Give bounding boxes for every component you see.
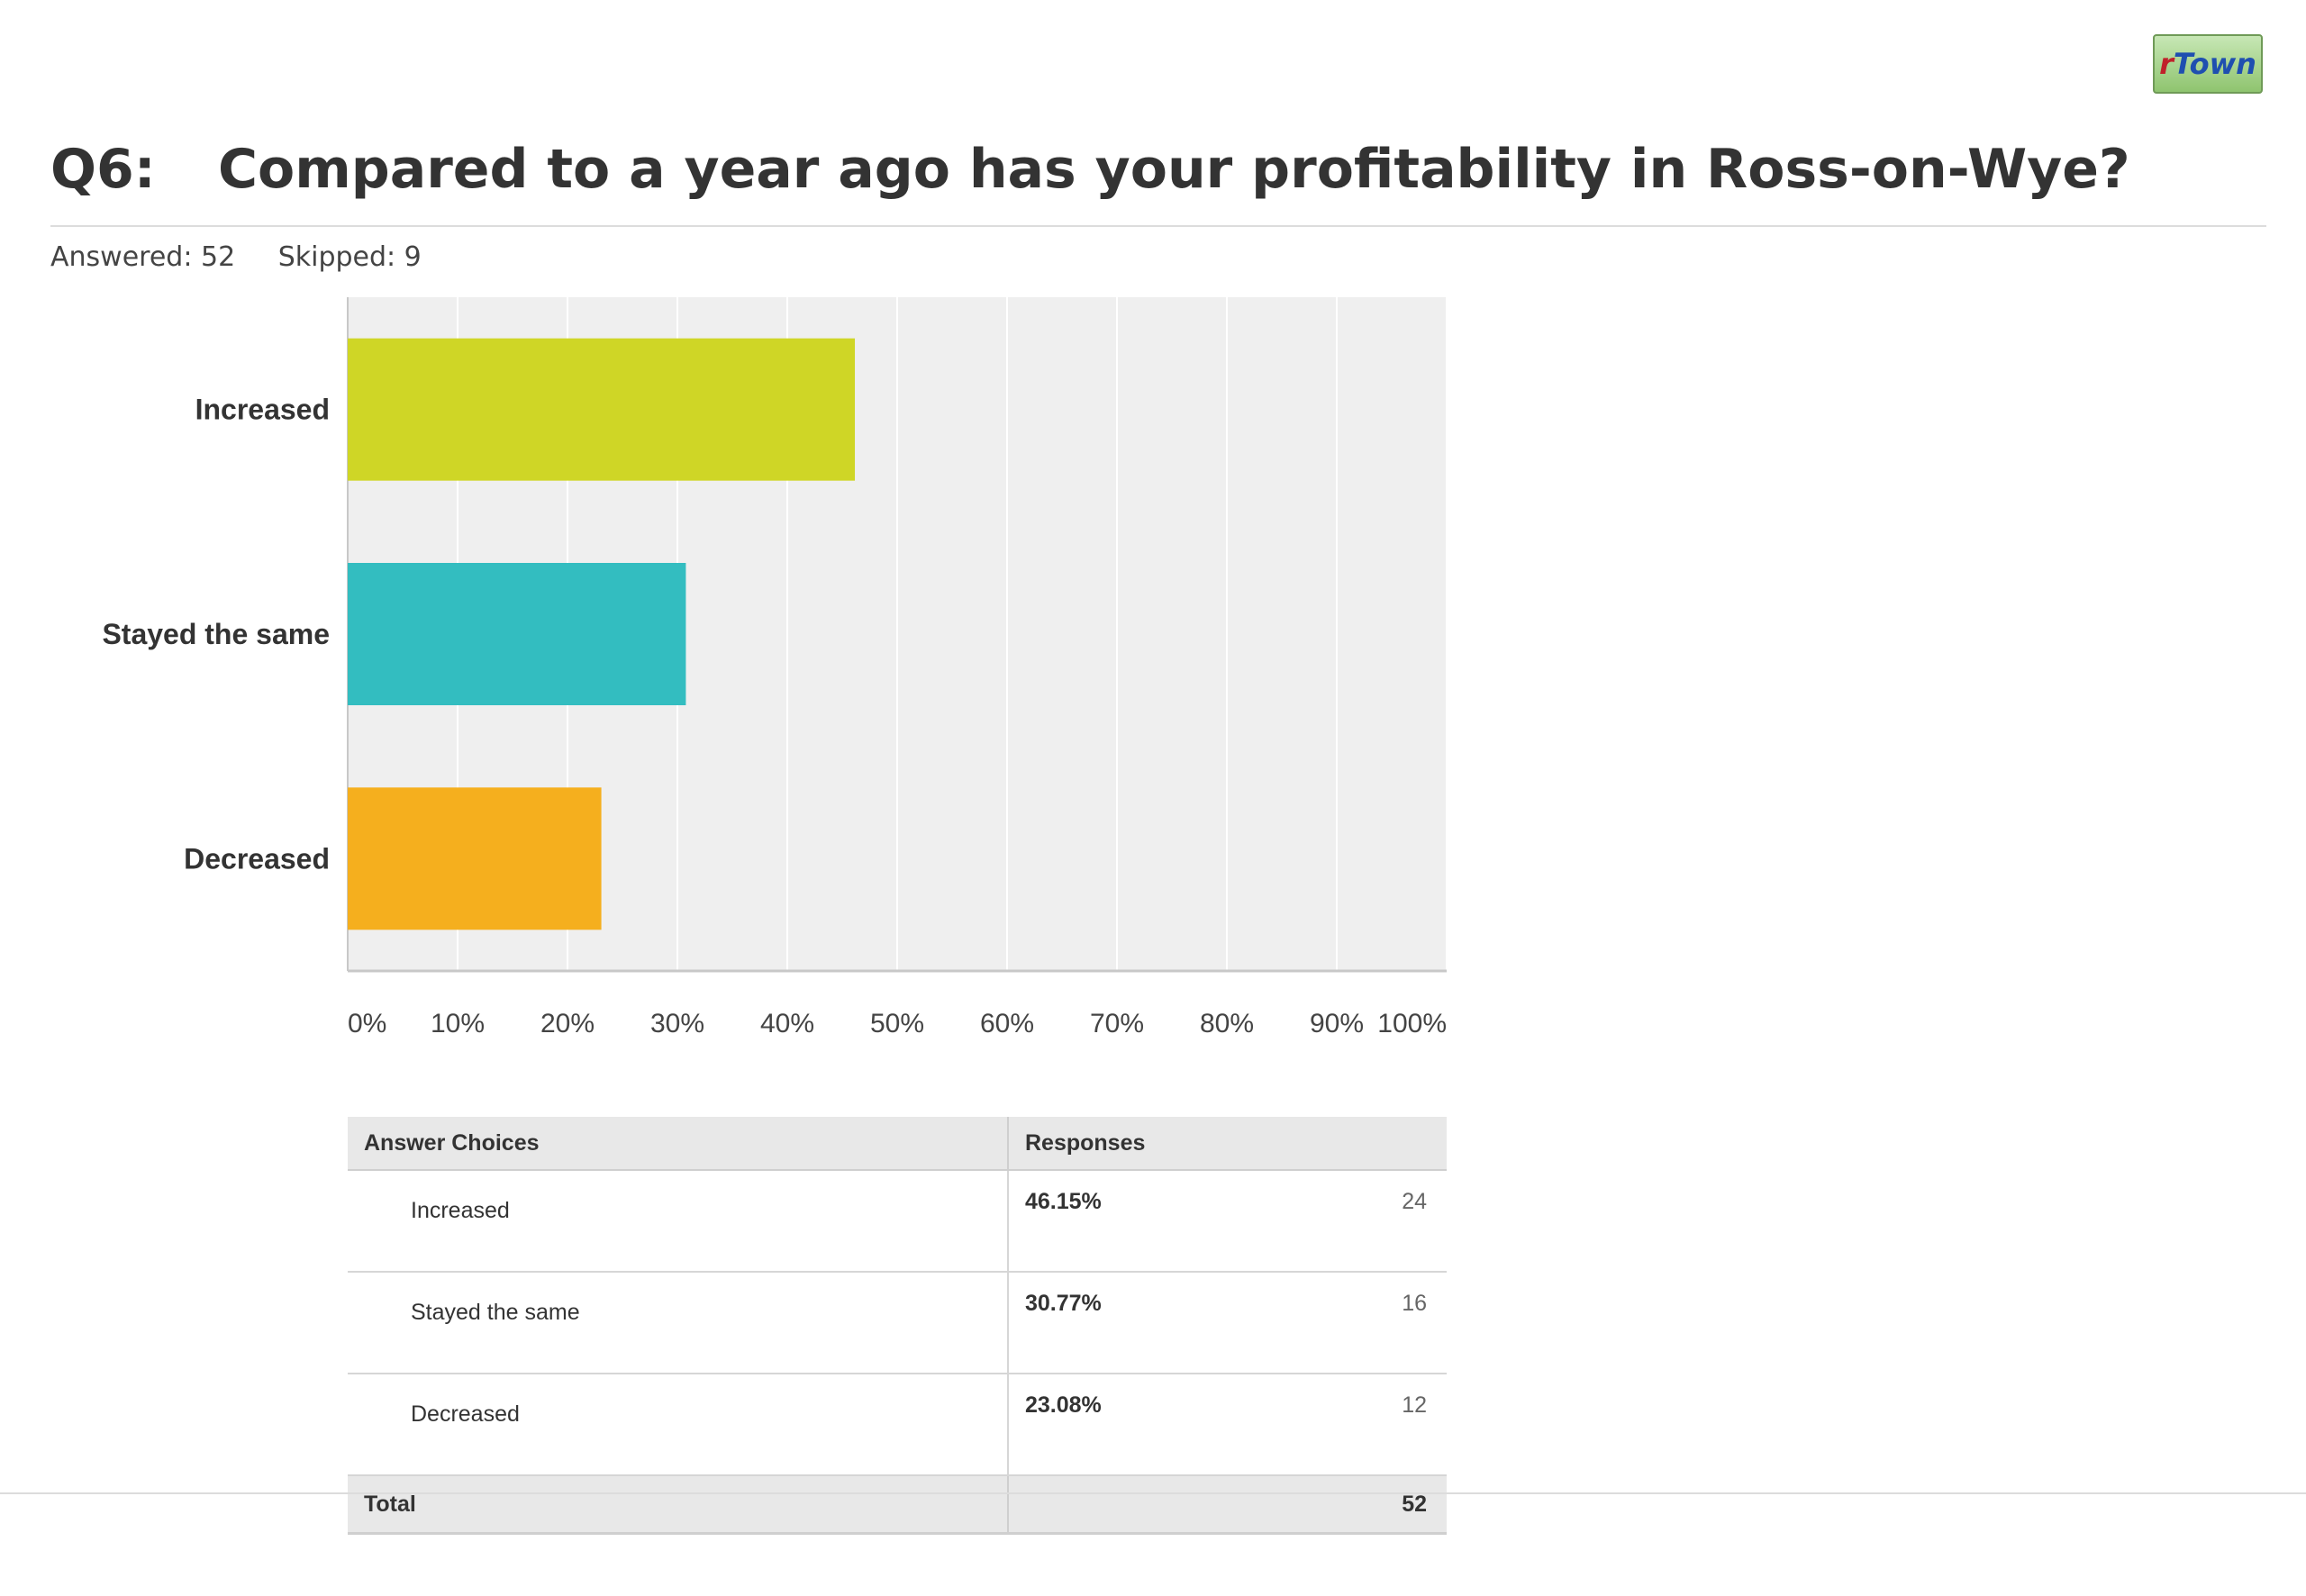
row-percent: 46.15% [1008,1170,1303,1273]
table-row: Decreased 23.08% 12 [348,1374,1447,1476]
title-divider [50,225,2266,227]
row-percent: 23.08% [1008,1374,1303,1476]
x-tick-label: 70% [1090,1009,1144,1038]
row-label: Decreased [348,1374,1009,1476]
x-tick-label: 80% [1200,1009,1254,1038]
category-label: Increased [195,394,330,426]
row-count: 16 [1303,1272,1447,1374]
table-header-row: Answer Choices Responses [348,1117,1447,1171]
category-label: Decreased [184,842,330,875]
x-tick-label: 40% [760,1009,814,1038]
x-tick-label: 60% [980,1009,1034,1038]
table-total-row: Total 52 [348,1475,1447,1535]
x-tick-label: 30% [650,1009,704,1038]
answered-count: Answered: 52 [50,241,236,273]
bar-chart: Increased Stayed the same Decreased 0% 10% 20… [102,297,1448,1038]
skipped-count: Skipped: 9 [277,241,422,273]
rtown-logo: rTown [2153,34,2263,94]
footer-divider [0,1492,2306,1494]
responses-table: Answer Choices Responses Increased 46.15… [348,1117,1447,1535]
x-tick-label: 20% [540,1009,595,1038]
question-text: Compared to a year ago has your profitab… [218,138,2130,201]
question-number: Q6: [50,138,156,201]
x-tick-label: 10% [431,1009,485,1038]
bar-stayed-the-same [348,563,686,705]
bar-increased [348,338,856,481]
total-count: 52 [1303,1475,1447,1535]
row-count: 24 [1303,1170,1447,1273]
bar-decreased [348,787,602,930]
row-count: 12 [1303,1374,1447,1476]
header-answer-choices: Answer Choices [348,1117,1009,1171]
header-responses: Responses [1008,1117,1447,1171]
question-title: Q6: Compared to a year ago has your prof… [50,142,2130,196]
x-tick-label: 0% [348,1009,386,1038]
response-stats: Answered: 52 Skipped: 9 [50,241,456,273]
x-tick-label: 50% [870,1009,924,1038]
logo-letter-r: r [2159,47,2174,81]
table-row: Increased 46.15% 24 [348,1170,1447,1273]
table-row: Stayed the same 30.77% 16 [348,1272,1447,1374]
row-percent: 30.77% [1008,1272,1303,1374]
x-tick-label: 90% [1310,1009,1364,1038]
total-label: Total [348,1475,1009,1535]
total-spacer [1008,1475,1303,1535]
row-label: Stayed the same [348,1272,1009,1374]
logo-text: Town [2173,47,2256,81]
row-label: Increased [348,1170,1009,1273]
category-label: Stayed the same [102,618,330,650]
x-tick-label: 100% [1377,1009,1447,1038]
